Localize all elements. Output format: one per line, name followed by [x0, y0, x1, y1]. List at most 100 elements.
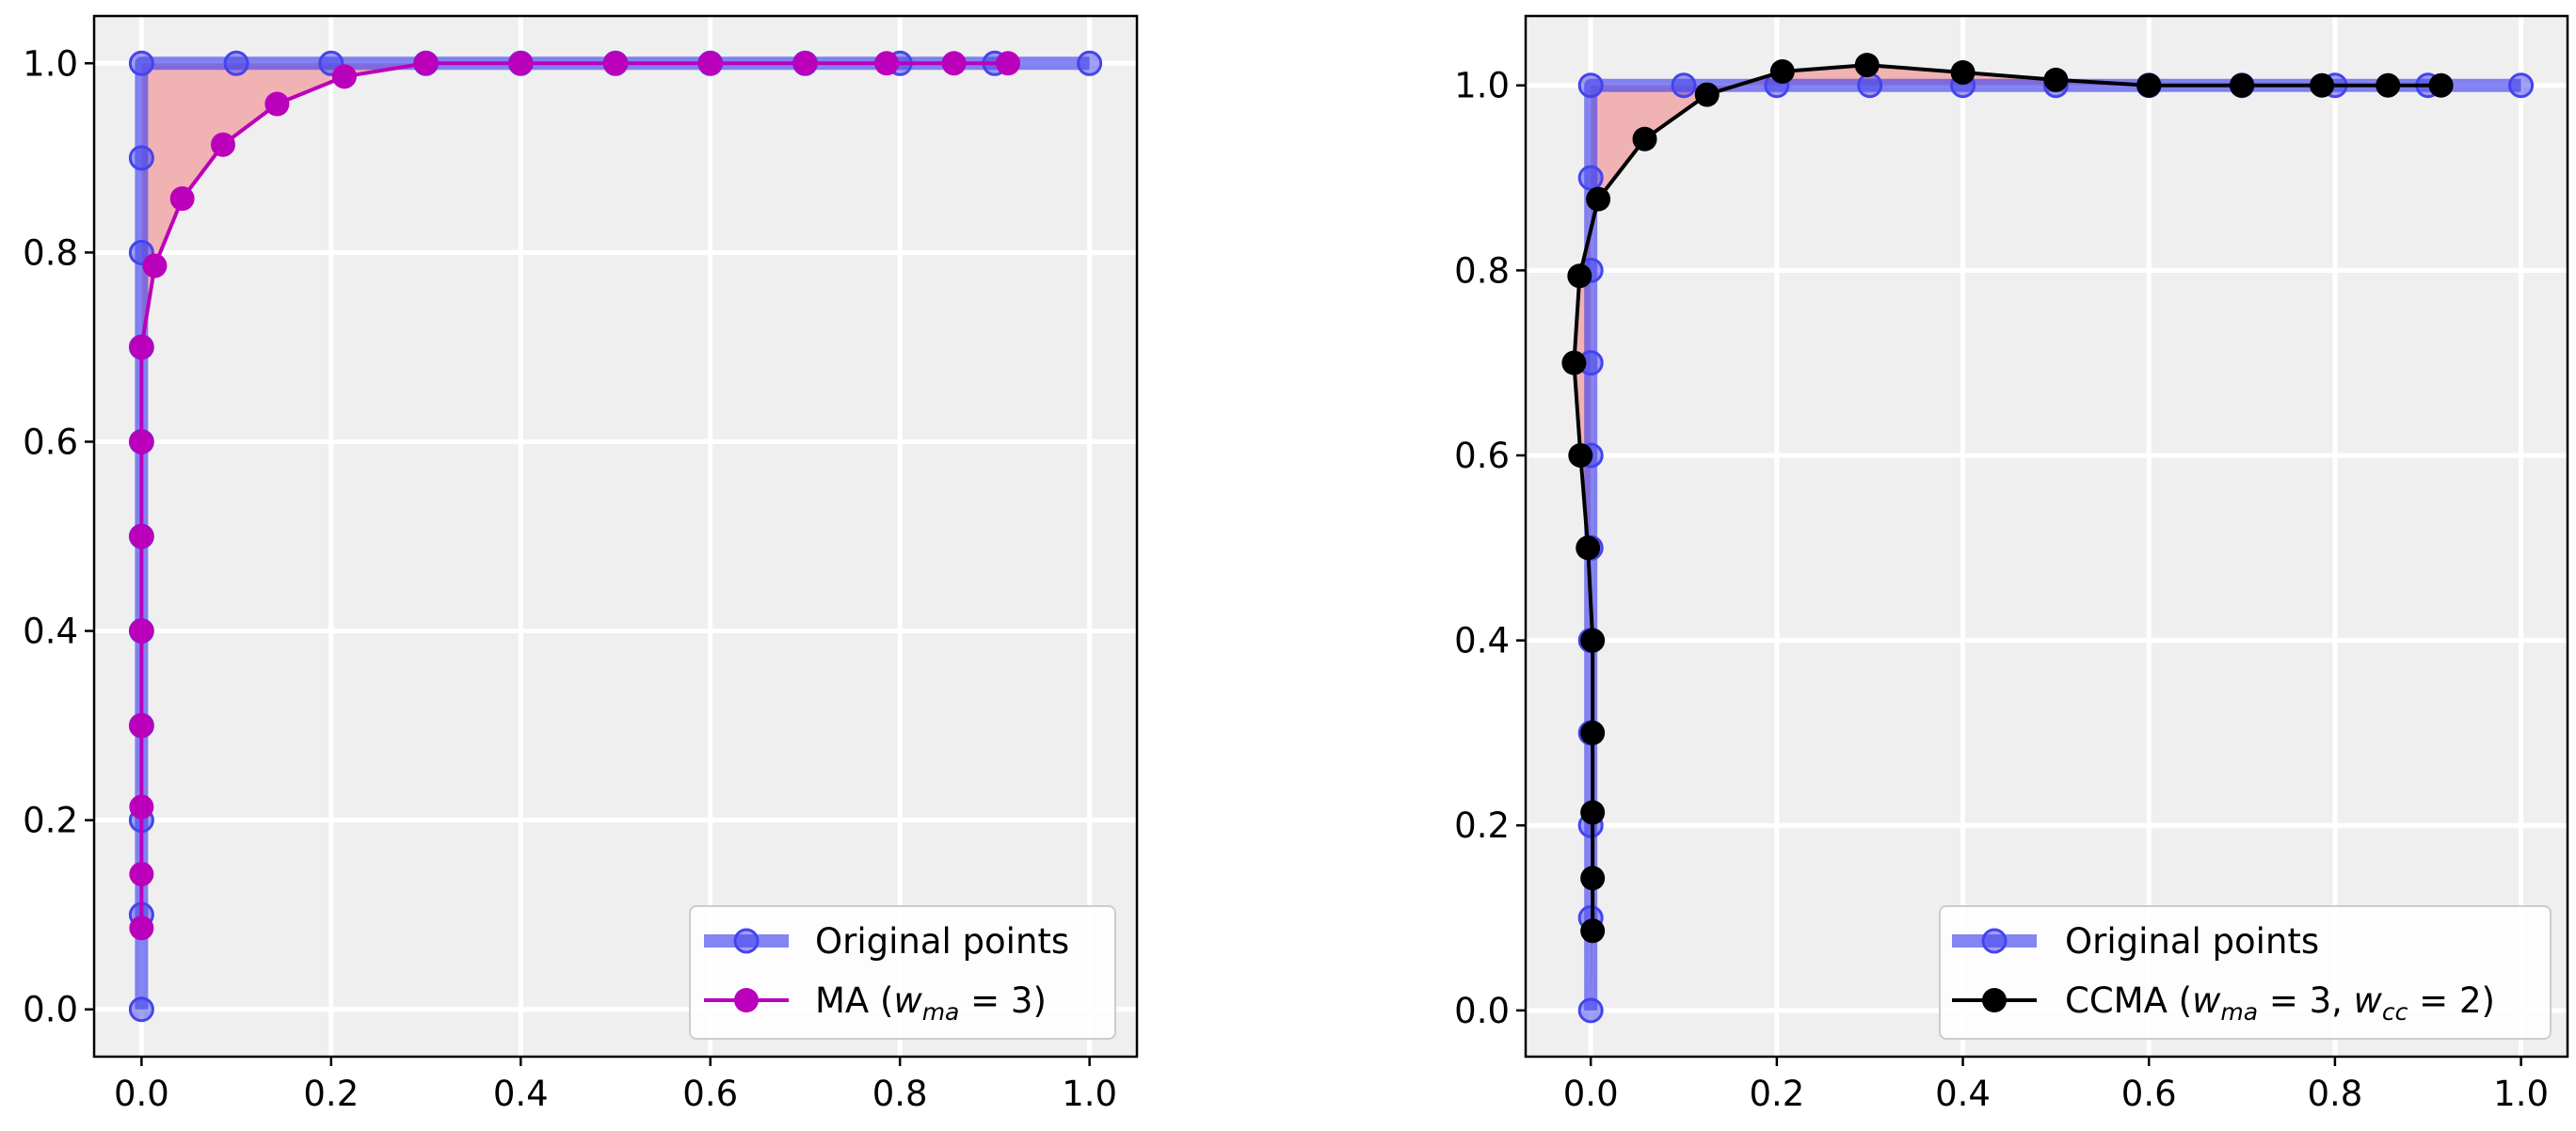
ma-point	[129, 618, 154, 644]
ma-point	[264, 91, 290, 117]
original-point	[128, 996, 154, 1023]
legend: Original points MA (wma = 3)	[689, 905, 1116, 1040]
ccma-point	[1950, 59, 1976, 85]
ccma-point	[1580, 628, 1606, 653]
y-tick-label: 0.4	[23, 612, 78, 652]
ccma-point	[2230, 72, 2255, 98]
ccma-point	[1567, 263, 1592, 289]
axis-ticks: 0.0 0.2 0.4 0.6 0.8 1.0 0.0 0.2 0.4 0.6 0.8 1.0	[1454, 66, 2549, 1114]
legend-label-ma: MA (wma = 3)	[815, 980, 1047, 1026]
chart-right: 0.0 0.2 0.4 0.6 0.8 1.0 0.0 0.2 0.4 0.6 0.8 1.0 Ori…	[1454, 14, 2569, 1114]
x-tick-label: 0.2	[1749, 1074, 1804, 1114]
y-tick-label: 0.0	[1454, 991, 1510, 1031]
x-tick-label: 0.2	[303, 1074, 359, 1114]
original-point	[128, 50, 154, 76]
ccma-point	[1576, 535, 1601, 561]
ma-point	[874, 51, 900, 76]
legend-marker-original	[733, 928, 760, 954]
x-tick-label: 0.4	[493, 1074, 549, 1114]
x-tick-label: 0.8	[872, 1074, 928, 1114]
legend: Original points CCMA (wma = 3, wcc = 2)	[1939, 905, 2552, 1040]
y-tick-label: 0.6	[1454, 436, 1510, 476]
y-tick-label: 0.8	[23, 232, 78, 273]
axis-ticks: 0.0 0.2 0.4 0.6 0.8 1.0 0.0 0.2 0.4 0.6 0.8 1.0	[23, 43, 1117, 1114]
ccma-point	[2043, 67, 2069, 92]
ma-point	[210, 132, 235, 157]
ccma-point	[1580, 918, 1606, 944]
y-tick-label: 0.4	[1454, 621, 1510, 661]
x-tick-label: 0.0	[1563, 1074, 1619, 1114]
ccma-point	[1769, 58, 1795, 84]
ma-point	[129, 713, 154, 739]
ccma-point	[1632, 126, 1657, 151]
legend-label-original: Original points	[2065, 921, 2319, 962]
ccma-point	[2428, 72, 2454, 98]
ma-point	[331, 64, 357, 89]
x-tick-label: 0.6	[682, 1074, 738, 1114]
axes-frame	[1524, 14, 2569, 1059]
ma-point	[129, 429, 154, 454]
original-point	[128, 145, 154, 171]
legend-marker-ccma	[1982, 988, 2007, 1012]
ma-point	[129, 334, 154, 359]
legend-marker-original	[1981, 928, 2008, 954]
original-point	[1577, 997, 1604, 1024]
original-point	[2508, 72, 2535, 99]
legend-label-original: Original points	[815, 921, 1069, 962]
ma-point	[941, 51, 967, 76]
x-tick-label: 1.0	[2493, 1074, 2549, 1114]
legend-box	[1939, 905, 2552, 1040]
original-point	[1857, 72, 1883, 99]
ccma-point	[1580, 866, 1606, 891]
y-tick-label: 1.0	[1454, 66, 1510, 106]
original-point	[1671, 72, 1697, 99]
legend-marker-ma	[734, 988, 759, 1012]
ccma-point	[1561, 350, 1587, 375]
y-tick-label: 0.2	[23, 801, 78, 841]
x-tick-label: 1.0	[1062, 1074, 1117, 1114]
series-ccma	[1561, 53, 2454, 944]
original-point	[1077, 50, 1103, 76]
ccma-point	[1580, 720, 1606, 745]
ma-point	[129, 916, 154, 941]
legend-label-ccma: CCMA (wma = 3, wcc = 2)	[2065, 980, 2495, 1026]
chart-left: 0.0 0.2 0.4 0.6 0.8 1.0 0.0 0.2 0.4 0.6 0.8 1.0 Ori…	[23, 14, 1139, 1114]
y-tick-label: 0.8	[1454, 250, 1510, 291]
ma-point	[413, 51, 439, 76]
y-tick-label: 0.2	[1454, 805, 1510, 846]
original-point	[1577, 165, 1604, 191]
axes-frame	[92, 14, 1139, 1059]
ccma-point	[1694, 82, 1720, 107]
original-point	[223, 50, 249, 76]
ccma-point	[1568, 442, 1593, 468]
ccma-point	[1580, 800, 1606, 825]
ma-point	[129, 524, 154, 549]
plot-area-background	[94, 16, 1137, 1057]
ma-point	[603, 51, 628, 76]
ccma-point	[1854, 53, 1880, 78]
ma-point	[129, 794, 154, 820]
y-tick-label: 0.0	[23, 990, 78, 1030]
ma-point	[142, 253, 168, 279]
ccma-point	[2310, 72, 2335, 98]
ma-point	[697, 51, 723, 76]
ma-point	[508, 51, 534, 76]
ccma-point	[2376, 72, 2401, 98]
x-tick-label: 0.4	[1935, 1074, 1991, 1114]
x-tick-label: 0.8	[2307, 1074, 2362, 1114]
y-tick-label: 1.0	[23, 43, 78, 84]
ccma-point	[2136, 72, 2162, 98]
x-tick-label: 0.0	[114, 1074, 169, 1114]
ma-point	[129, 861, 154, 886]
legend-box	[689, 905, 1116, 1040]
x-tick-label: 0.6	[2121, 1074, 2177, 1114]
plot-area-background	[1526, 16, 2568, 1057]
ma-point	[792, 51, 818, 76]
ma-point	[169, 186, 195, 212]
y-tick-label: 0.6	[23, 422, 78, 462]
original-point	[1577, 72, 1604, 99]
ma-point	[996, 51, 1021, 76]
ccma-point	[1586, 186, 1611, 212]
series-ma	[129, 51, 1021, 941]
